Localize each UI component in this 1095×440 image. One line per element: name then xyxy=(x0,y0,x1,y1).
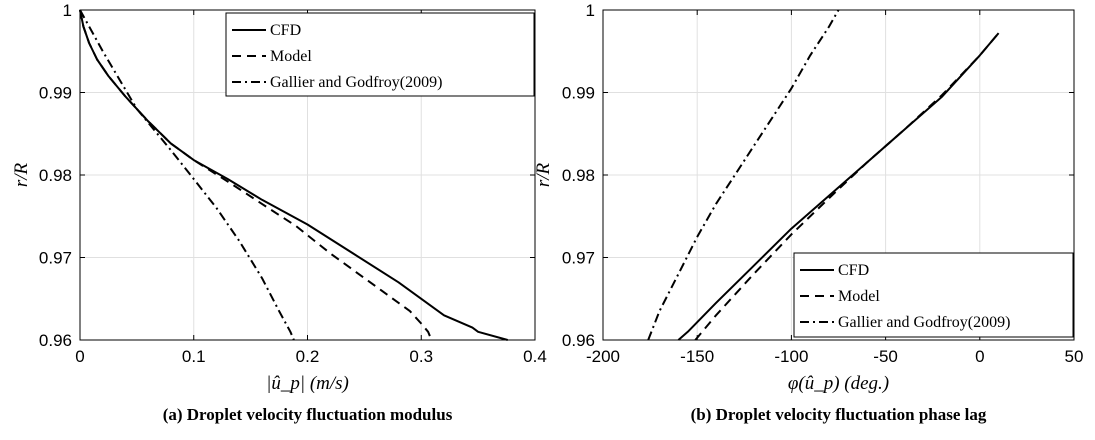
x-tick-label: -100 xyxy=(774,347,808,366)
y-tick-label: 0.96 xyxy=(562,331,595,350)
chart-panel-b: -200 -150 -100 -50 0 50 0.96 0.97 0.98 0.99 1 φ(û_p… xyxy=(533,1,1083,424)
x-tick-label: -150 xyxy=(680,347,714,366)
legend-entry: Gallier and Godfroy(2009) xyxy=(838,314,1010,331)
y-tick-label: 1 xyxy=(63,1,72,20)
legend-entry: Gallier and Godfroy(2009) xyxy=(270,74,442,91)
legend: CFD Model Gallier and Godfroy(2009) xyxy=(793,252,1074,338)
axes-frame xyxy=(79,9,536,341)
y-tick-label: 0.97 xyxy=(39,249,72,268)
series-line-dashdot xyxy=(647,9,840,341)
x-tick-label: 0 xyxy=(75,347,84,366)
legend: CFD Model Gallier and Godfroy(2009) xyxy=(225,12,535,97)
x-tick-label: 0 xyxy=(975,347,984,366)
y-tick-label: 0.98 xyxy=(562,166,595,185)
series-line-dashed xyxy=(79,9,433,341)
y-tick-label: 0.99 xyxy=(562,84,595,103)
panel-caption: (b) Droplet velocity fluctuation phase l… xyxy=(691,405,987,424)
x-tick-label: -50 xyxy=(873,347,898,366)
x-tick-label: 0.1 xyxy=(182,347,206,366)
x-axis-label: |û_p| (m/s) xyxy=(266,373,349,394)
series-line-dashed xyxy=(694,32,1000,341)
legend-entry: Model xyxy=(270,48,312,65)
y-tick-label: 0.97 xyxy=(562,249,595,268)
y-tick-label: 0.96 xyxy=(39,331,72,350)
legend-box xyxy=(225,12,535,97)
y-tick-label: 0.99 xyxy=(39,84,72,103)
chart-panel-a: 0 0.1 0.2 0.3 0.4 0.96 0.97 0.98 0.99 1 |û_p| (m/s… xyxy=(11,1,547,424)
x-tick-label: 0.4 xyxy=(523,347,547,366)
legend-box xyxy=(793,252,1074,338)
x-tick-label: 0.3 xyxy=(409,347,433,366)
legend-entry: Model xyxy=(838,288,880,305)
x-tick-label: 50 xyxy=(1065,347,1084,366)
panel-caption: (a) Droplet velocity fluctuation modulus xyxy=(163,405,453,424)
y-tick-label: 0.98 xyxy=(39,166,72,185)
x-axis-label: φ(û_p) (deg.) xyxy=(788,373,889,394)
y-axis-label: r/R xyxy=(533,162,554,187)
y-tick-label: 1 xyxy=(586,1,595,20)
legend-entry: CFD xyxy=(838,262,869,279)
x-tick-label: -200 xyxy=(586,347,620,366)
legend-entry: CFD xyxy=(270,22,301,39)
x-tick-label: 0.2 xyxy=(296,347,320,366)
axes-frame xyxy=(602,9,1075,341)
series-line-dashdot xyxy=(79,9,295,341)
y-axis-label: r/R xyxy=(11,162,32,187)
